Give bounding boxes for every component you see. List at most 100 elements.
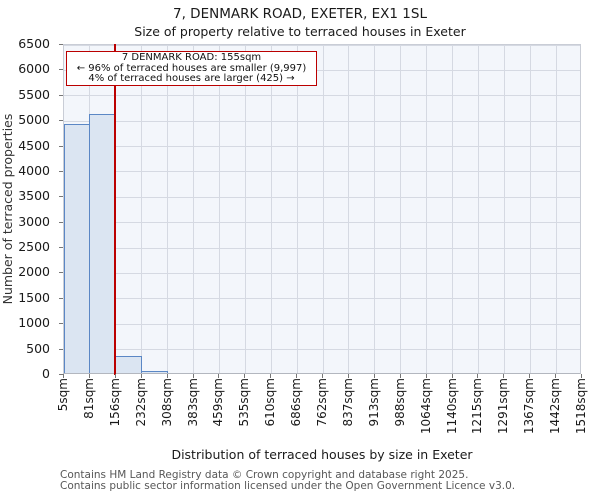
y-gridline: [64, 120, 580, 122]
x-tick-label: 988sqm: [392, 378, 407, 427]
y-tick-mark: [59, 145, 63, 147]
x-tick-mark: [503, 374, 505, 378]
x-gridline: [244, 45, 246, 373]
x-tick-mark: [140, 374, 142, 378]
y-tick-label: 5500: [18, 86, 50, 102]
x-tick-mark: [451, 374, 453, 378]
y-gridline: [64, 349, 580, 351]
x-tick-mark: [373, 374, 375, 378]
y-tick-mark: [59, 247, 63, 249]
y-tick-label: 4500: [18, 137, 50, 153]
x-tick-label: 762sqm: [315, 378, 329, 427]
y-tick-mark: [59, 297, 63, 299]
x-tick-label: 1291sqm: [496, 378, 511, 435]
y-gridline: [64, 69, 580, 71]
x-tick-label: 1140sqm: [444, 378, 459, 435]
y-tick-label: 0: [42, 366, 50, 381]
x-tick-label: 535sqm: [237, 378, 252, 427]
plot-area: [63, 44, 581, 375]
y-tick-mark: [59, 69, 63, 71]
y-tick-mark: [59, 120, 63, 122]
x-tick-mark: [166, 374, 168, 378]
annotation-property-size: 7 DENMARK ROAD: 155sqm: [121, 52, 262, 63]
x-tick-label: 610sqm: [263, 378, 278, 427]
histogram-bar: [64, 124, 90, 373]
x-tick-label: 1215sqm: [470, 378, 485, 435]
x-tick-mark: [63, 374, 64, 378]
x-gridline: [193, 45, 194, 373]
x-gridline: [167, 45, 169, 373]
x-gridline: [322, 45, 324, 373]
y-tick-mark: [59, 374, 63, 375]
x-gridline: [503, 45, 505, 373]
x-tick-label: 1064sqm: [418, 378, 433, 435]
annotation-larger-stat: 4% of terraced houses are larger (425) →: [88, 73, 295, 85]
property-annotation-box: 7 DENMARK ROAD: 155sqm ← 96% of terraced…: [66, 51, 317, 86]
y-gridline: [64, 171, 580, 173]
x-tick-label: 383sqm: [185, 378, 200, 427]
x-gridline: [477, 45, 479, 373]
chart-title: 7, DENMARK ROAD, EXETER, EX1 1SL: [173, 6, 427, 22]
x-tick-mark: [244, 374, 246, 378]
x-tick-mark: [477, 374, 479, 378]
x-tick-mark: [270, 374, 272, 378]
footer-attribution-line2: Contains public sector information licen…: [60, 480, 516, 492]
y-gridline: [64, 222, 580, 224]
histogram-bar: [141, 370, 168, 373]
y-tick-label: 2000: [18, 264, 50, 280]
x-tick-mark: [581, 374, 582, 378]
y-tick-mark: [59, 272, 63, 274]
annotation-smaller-stat: ← 96% of terraced houses are smaller (9,…: [76, 62, 307, 74]
y-gridline: [64, 44, 580, 46]
y-tick-label: 1000: [18, 315, 50, 331]
y-tick-label: 500: [26, 340, 50, 356]
chart-subtitle: Size of property relative to terraced ho…: [134, 24, 466, 39]
x-tick-label: 81sqm: [81, 378, 96, 419]
y-gridline: [64, 272, 580, 274]
x-tick-mark: [399, 374, 401, 378]
x-tick-mark: [555, 374, 557, 378]
histogram-bar: [115, 355, 142, 373]
x-gridline: [374, 45, 376, 373]
x-gridline: [218, 45, 220, 373]
x-tick-label: 1367sqm: [522, 378, 537, 435]
y-gridline: [64, 298, 580, 300]
y-tick-mark: [59, 170, 63, 172]
y-tick-mark: [59, 196, 63, 198]
y-gridline: [64, 247, 580, 249]
property-marker-line: [114, 44, 117, 375]
y-tick-label: 4000: [18, 162, 50, 178]
x-tick-label: 837sqm: [340, 378, 355, 427]
footer-attribution-line1: Contains HM Land Registry data © Crown c…: [60, 469, 469, 481]
y-tick-mark: [59, 44, 63, 45]
x-tick-mark: [425, 374, 427, 378]
x-gridline: [555, 45, 557, 373]
y-gridline: [64, 196, 580, 198]
x-tick-label: 686sqm: [289, 378, 304, 427]
y-tick-label: 6500: [18, 36, 50, 51]
x-tick-mark: [296, 374, 298, 378]
x-tick-mark: [114, 374, 116, 378]
x-tick-label: 156sqm: [107, 378, 122, 427]
y-gridline: [64, 146, 580, 148]
y-tick-mark: [59, 221, 63, 223]
x-tick-label: 1442sqm: [548, 378, 563, 435]
y-tick-label: 2500: [18, 239, 50, 255]
x-gridline: [348, 45, 350, 373]
x-tick-label: 232sqm: [133, 378, 148, 427]
x-gridline: [296, 45, 298, 373]
x-tick-label: 5sqm: [56, 378, 70, 412]
x-axis-title: Distribution of terraced houses by size …: [171, 447, 473, 462]
x-gridline: [270, 45, 272, 373]
histogram-bar: [89, 114, 116, 373]
x-tick-mark: [88, 374, 90, 378]
x-gridline: [426, 45, 428, 373]
x-tick-label: 913sqm: [366, 378, 381, 427]
x-tick-label: 459sqm: [211, 378, 226, 427]
x-gridline: [529, 45, 531, 373]
y-tick-label: 3500: [18, 188, 50, 204]
x-gridline: [400, 45, 402, 373]
y-tick-label: 1500: [18, 289, 50, 305]
x-gridline: [452, 45, 453, 373]
